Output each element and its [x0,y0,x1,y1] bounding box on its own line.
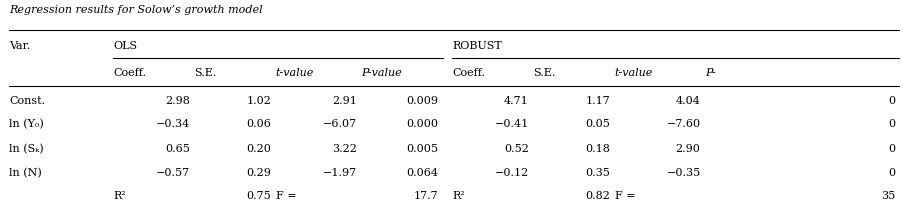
Text: 0.65: 0.65 [164,144,190,154]
Text: −0.57: −0.57 [155,168,190,178]
Text: t-value: t-value [614,68,652,79]
Text: 0.52: 0.52 [503,144,528,154]
Text: −7.60: −7.60 [666,119,700,130]
Text: Var.: Var. [9,41,31,51]
Text: Regression results for Solow’s growth model: Regression results for Solow’s growth mo… [9,5,263,15]
Text: 0.82: 0.82 [584,191,610,201]
Text: ln (N): ln (N) [9,168,42,178]
Text: 0.29: 0.29 [246,168,271,178]
Text: P-: P- [704,68,715,79]
Text: 35: 35 [880,191,894,201]
Text: F =: F = [614,191,635,201]
Text: −6.07: −6.07 [322,119,357,130]
Text: Const.: Const. [9,96,45,106]
Text: 2.90: 2.90 [675,144,700,154]
Text: 0: 0 [887,144,894,154]
Text: t-value: t-value [275,68,313,79]
Text: ln (Sₖ): ln (Sₖ) [9,144,43,154]
Text: 4.04: 4.04 [675,96,700,106]
Text: −1.97: −1.97 [322,168,357,178]
Text: 4.71: 4.71 [504,96,528,106]
Text: ROBUST: ROBUST [452,41,501,51]
Text: R²: R² [452,191,464,201]
Text: 0.005: 0.005 [406,144,438,154]
Text: 0.064: 0.064 [406,168,438,178]
Text: S.E.: S.E. [533,68,555,79]
Text: F =: F = [275,191,296,201]
Text: 0.06: 0.06 [246,119,271,130]
Text: OLS: OLS [113,41,137,51]
Text: 0: 0 [887,119,894,130]
Text: 0.75: 0.75 [247,191,271,201]
Text: −0.12: −0.12 [494,168,528,178]
Text: P-value: P-value [361,68,402,79]
Text: 0: 0 [887,168,894,178]
Text: −0.34: −0.34 [155,119,190,130]
Text: 1.02: 1.02 [246,96,271,106]
Text: 1.17: 1.17 [585,96,610,106]
Text: 0: 0 [887,96,894,106]
Text: Coeff.: Coeff. [113,68,146,79]
Text: −0.35: −0.35 [666,168,700,178]
Text: 2.98: 2.98 [164,96,190,106]
Text: S.E.: S.E. [194,68,217,79]
Text: 0.35: 0.35 [584,168,610,178]
Text: 2.91: 2.91 [331,96,357,106]
Text: ln (Y₀): ln (Y₀) [9,119,43,130]
Text: 3.22: 3.22 [331,144,357,154]
Text: 0.18: 0.18 [584,144,610,154]
Text: R²: R² [113,191,126,201]
Text: 0.009: 0.009 [406,96,438,106]
Text: −0.41: −0.41 [494,119,528,130]
Text: 0.05: 0.05 [584,119,610,130]
Text: Coeff.: Coeff. [452,68,485,79]
Text: 0.20: 0.20 [246,144,271,154]
Text: 0.000: 0.000 [406,119,438,130]
Text: 17.7: 17.7 [414,191,438,201]
